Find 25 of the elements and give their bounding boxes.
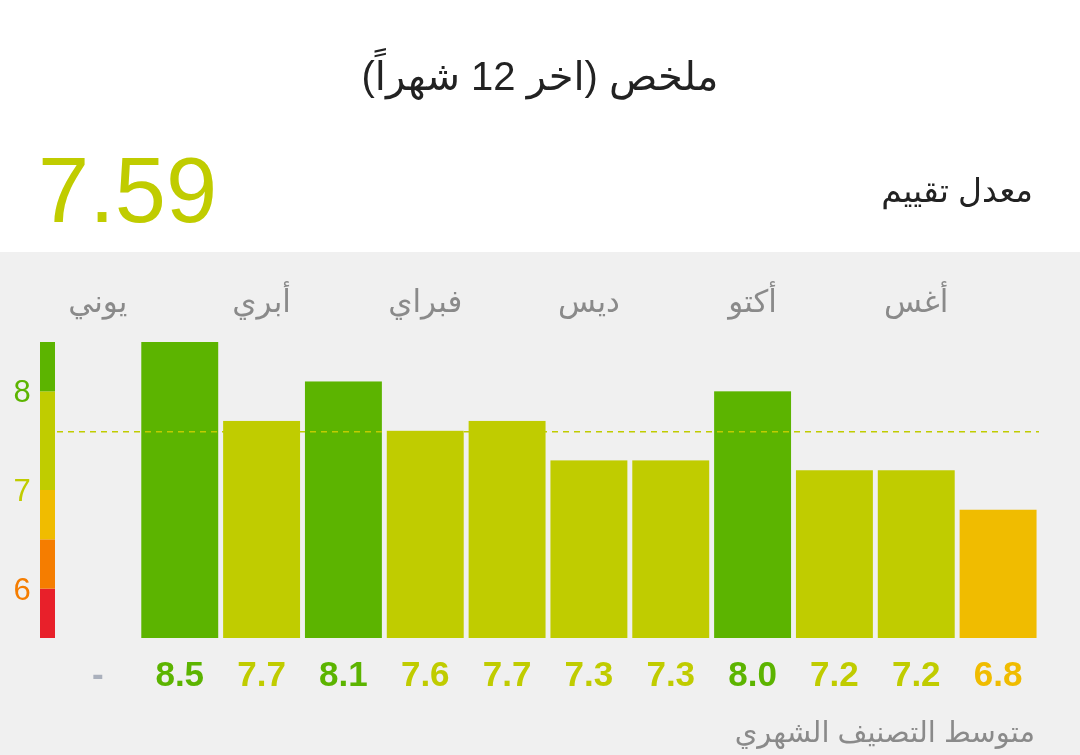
chart-subtitle: 7.59 — [38, 139, 218, 241]
data-label: 6.8 — [973, 654, 1023, 693]
data-label: 7.3 — [564, 654, 614, 693]
chart-title: ملخص (اخر 12 شهراً) — [361, 47, 719, 100]
x-tick-label: أغس — [884, 281, 949, 319]
x-tick-label: ديس — [557, 284, 620, 319]
data-label: 8.0 — [728, 654, 777, 693]
data-label: 7.2 — [810, 654, 859, 693]
text: - — [92, 654, 104, 693]
x-tick-label: أكتو — [726, 281, 777, 320]
data-label: 7.2 — [891, 654, 941, 693]
data-label: 7.7 — [237, 654, 286, 693]
data-label: 7.3 — [646, 654, 696, 693]
text: معدل تقييم — [881, 172, 1033, 210]
y-tick-label: 8 — [13, 374, 31, 410]
x-tick-label: أبري — [232, 281, 291, 320]
data-label: 7.7 — [482, 654, 532, 693]
x-tick-label: فبراي — [388, 284, 463, 320]
x-tick-label: يوني — [68, 284, 128, 320]
data-label: 8.5 — [155, 654, 205, 693]
x-axis-title: متوسط التصنيف الشهري — [734, 716, 1035, 749]
y-tick-label: 6 — [13, 571, 31, 607]
data-label: 7.6 — [400, 654, 450, 693]
data-label: 8.1 — [319, 654, 368, 693]
y-tick-label: 7 — [13, 473, 31, 509]
